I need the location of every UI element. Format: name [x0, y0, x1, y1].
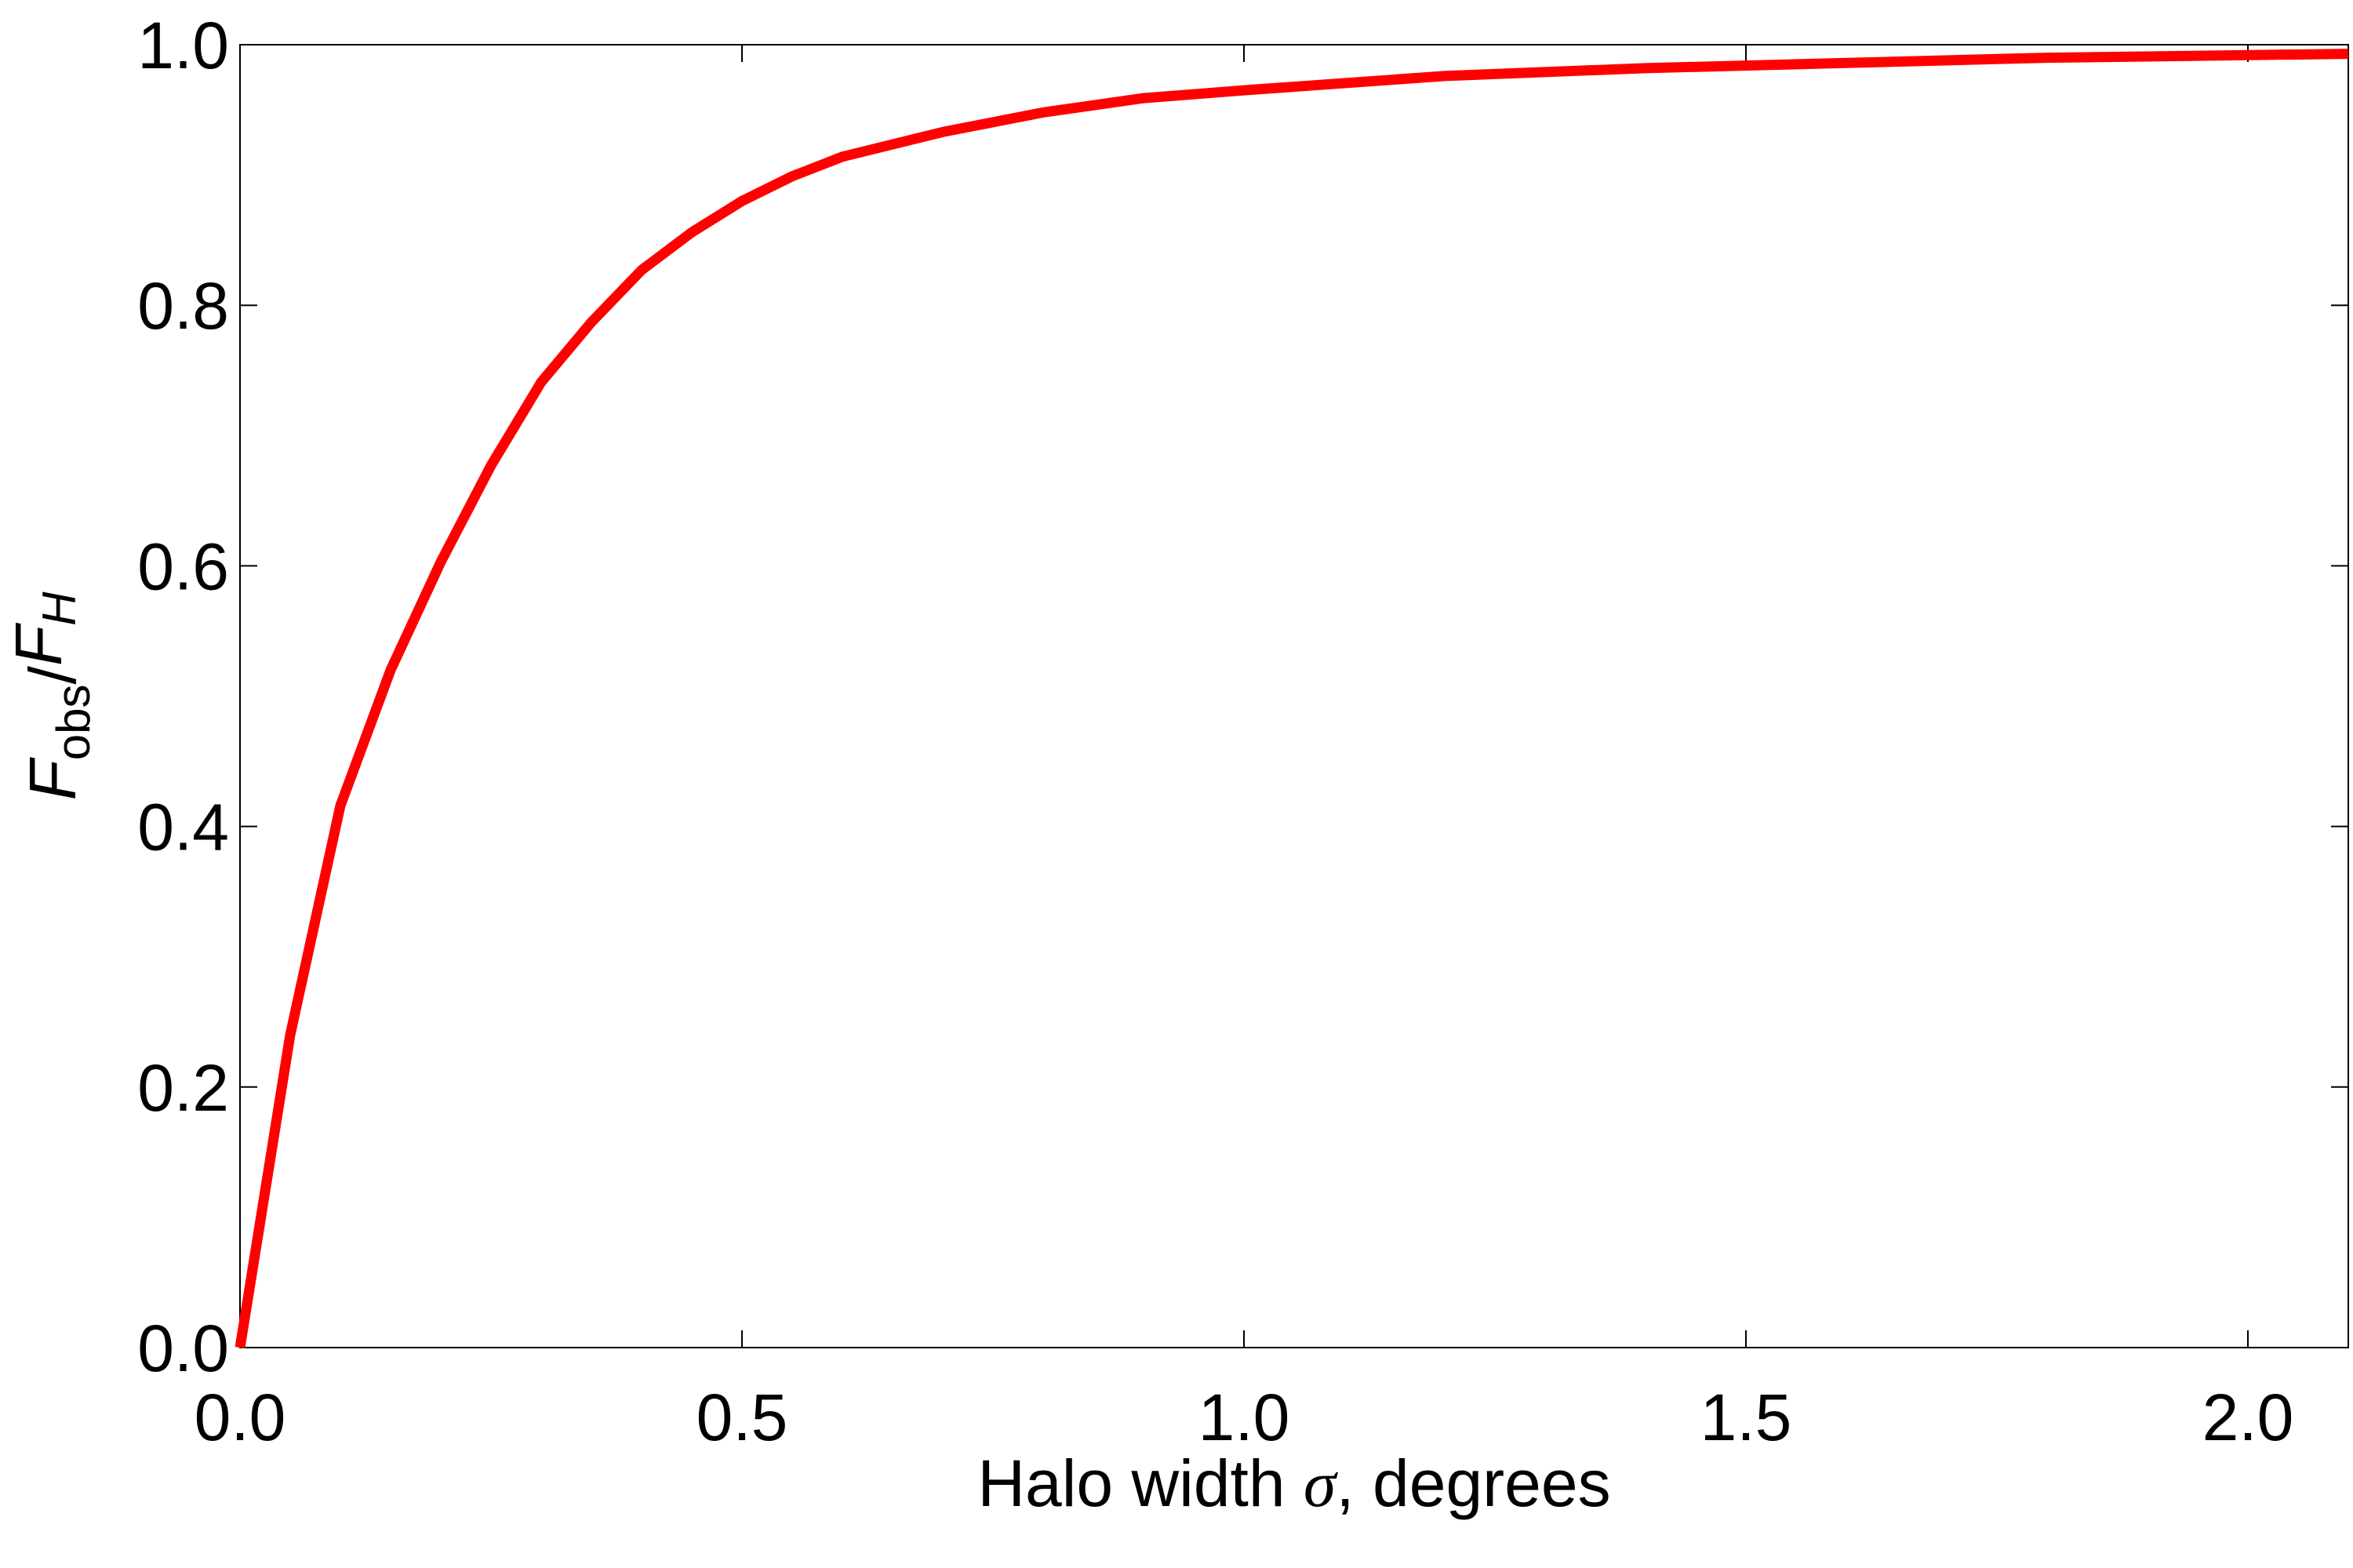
- x-axis-label: Halo width σ, degrees: [977, 1446, 1610, 1521]
- y-tick-label: 0.0: [137, 1312, 229, 1385]
- x-tick-label: 0.5: [696, 1381, 788, 1454]
- x-tick-label: 1.5: [1700, 1381, 1792, 1454]
- x-tick-label: 1.0: [1198, 1381, 1290, 1454]
- x-label-part: Halo width: [977, 1446, 1304, 1520]
- y-tick-label: 0.4: [137, 791, 229, 864]
- x-tick-label: 0.0: [195, 1381, 286, 1454]
- y-tick-label: 0.8: [137, 269, 229, 343]
- y-label-part: obs: [47, 684, 100, 760]
- data-line: [235, 49, 2349, 1349]
- y-label-part: H: [33, 591, 85, 626]
- y-label-part: /: [16, 665, 89, 684]
- y-tick-label: 0.6: [137, 529, 229, 603]
- x-tick-label: 2.0: [2202, 1381, 2294, 1454]
- y-label-part: F: [2, 622, 75, 666]
- y-tick-label: 0.2: [137, 1051, 229, 1125]
- y-label-part: F: [16, 757, 89, 801]
- y-tick-label: 1.0: [137, 9, 229, 82]
- y-axis-label: Fobs/FH: [2, 591, 100, 801]
- x-label-part: σ: [1304, 1448, 1339, 1521]
- plot-frame: [239, 44, 2349, 1348]
- x-label-part: , degrees: [1336, 1446, 1610, 1520]
